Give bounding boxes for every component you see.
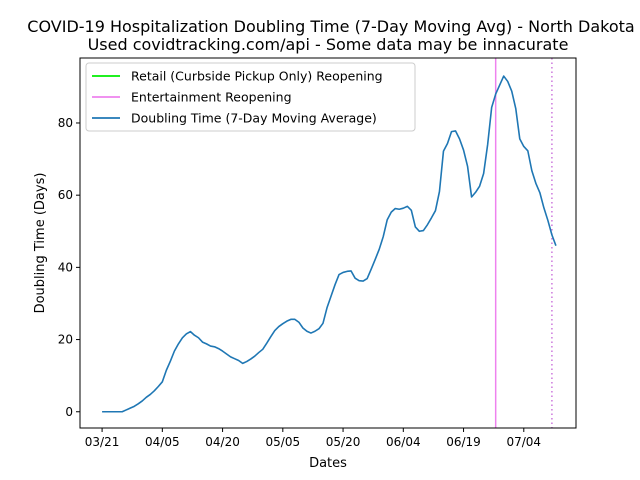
legend-label: Retail (Curbside Pickup Only) Reopening xyxy=(131,69,383,84)
y-tick-label: 0 xyxy=(65,405,73,419)
y-tick-label: 40 xyxy=(58,260,73,274)
x-tick-label: 03/21 xyxy=(85,435,120,449)
legend-box xyxy=(85,62,416,132)
y-tick-label: 20 xyxy=(58,333,73,347)
legend: Retail (Curbside Pickup Only) Reopening E… xyxy=(85,62,416,132)
x-tick-label: 05/20 xyxy=(326,435,361,449)
legend-label: Entertainment Reopening xyxy=(131,90,292,105)
x-tick-label: 06/19 xyxy=(446,435,481,449)
x-axis-label: Dates xyxy=(309,456,347,471)
y-axis: 0 20 40 60 80 xyxy=(58,116,80,419)
x-tick-label: 05/05 xyxy=(266,435,301,449)
chart-subtitle: Used covidtracking.com/api - Some data m… xyxy=(88,35,569,54)
x-tick-label: 04/05 xyxy=(145,435,180,449)
chart-title: COVID-19 Hospitalization Doubling Time (… xyxy=(27,17,634,36)
x-tick-label: 07/04 xyxy=(506,435,541,449)
x-tick-label: 06/04 xyxy=(386,435,421,449)
legend-label: Doubling Time (7-Day Moving Average) xyxy=(131,111,377,126)
y-tick-label: 80 xyxy=(58,116,73,130)
doubling-time-series-line xyxy=(102,75,557,413)
x-axis: 03/21 04/05 04/20 05/05 05/20 06/04 06/19 07/04 xyxy=(85,428,541,449)
y-tick-label: 60 xyxy=(58,188,73,202)
series-layer xyxy=(102,75,557,413)
plot-border xyxy=(79,57,577,429)
x-tick-label: 04/20 xyxy=(205,435,240,449)
reopening-lines xyxy=(494,58,553,428)
y-axis-label: Doubling Time (Days) xyxy=(33,173,48,314)
